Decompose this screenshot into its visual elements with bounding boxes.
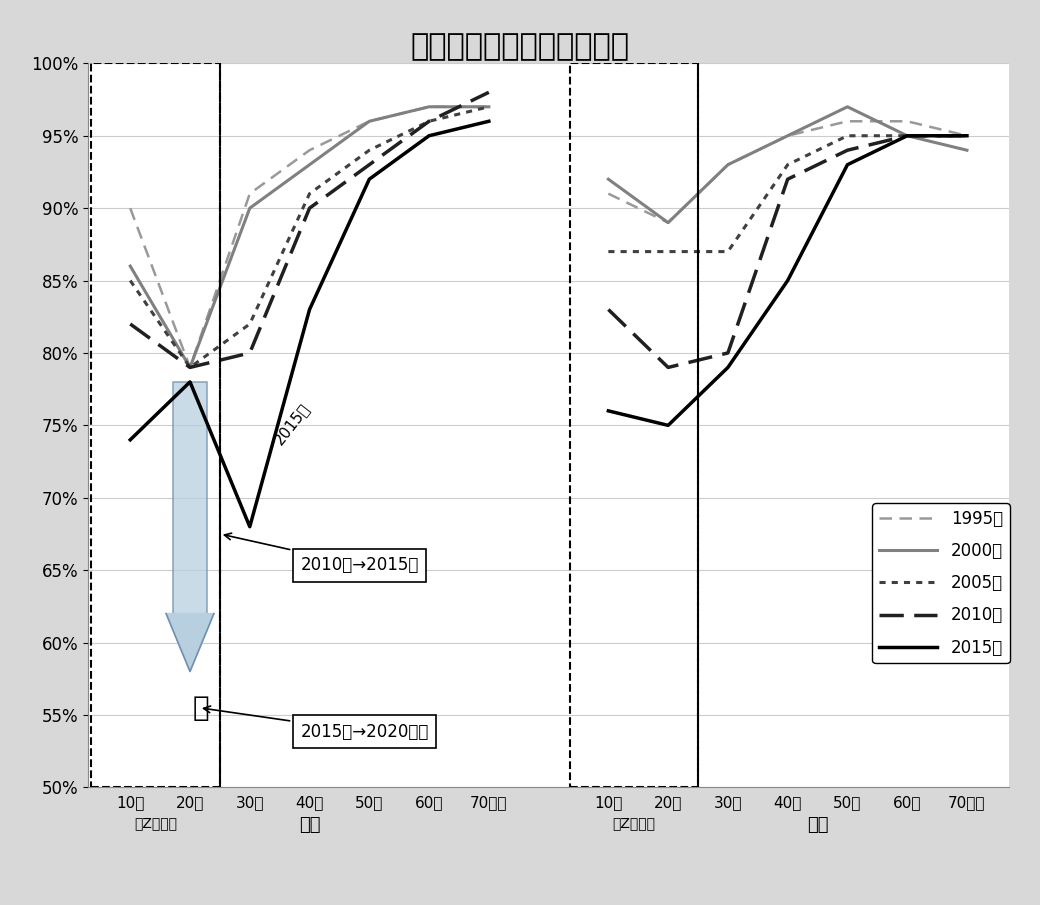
Bar (92, 63, 219, 787)
Text: （Z世代）: （Z世代） (612, 816, 655, 830)
Text: 2015年→2020年？: 2015年→2020年？ (204, 706, 428, 740)
Text: 2010年→2015年: 2010年→2015年 (225, 533, 419, 574)
Legend: 1995年, 2000年, 2005年, 2010年, 2015年: 1995年, 2000年, 2005年, 2010年, 2015年 (873, 503, 1010, 663)
Text: 2015年: 2015年 (270, 400, 312, 447)
Text: ？: ？ (193, 694, 210, 721)
Bar (570, 63, 698, 787)
Text: 男性: 男性 (298, 816, 320, 834)
Polygon shape (166, 614, 214, 672)
Text: （Z世代）: （Z世代） (134, 816, 177, 830)
Text: 女性: 女性 (807, 816, 828, 834)
Bar (174, 382, 207, 614)
Text: テレビの行為者率（平日）: テレビの行為者率（平日） (411, 32, 629, 61)
